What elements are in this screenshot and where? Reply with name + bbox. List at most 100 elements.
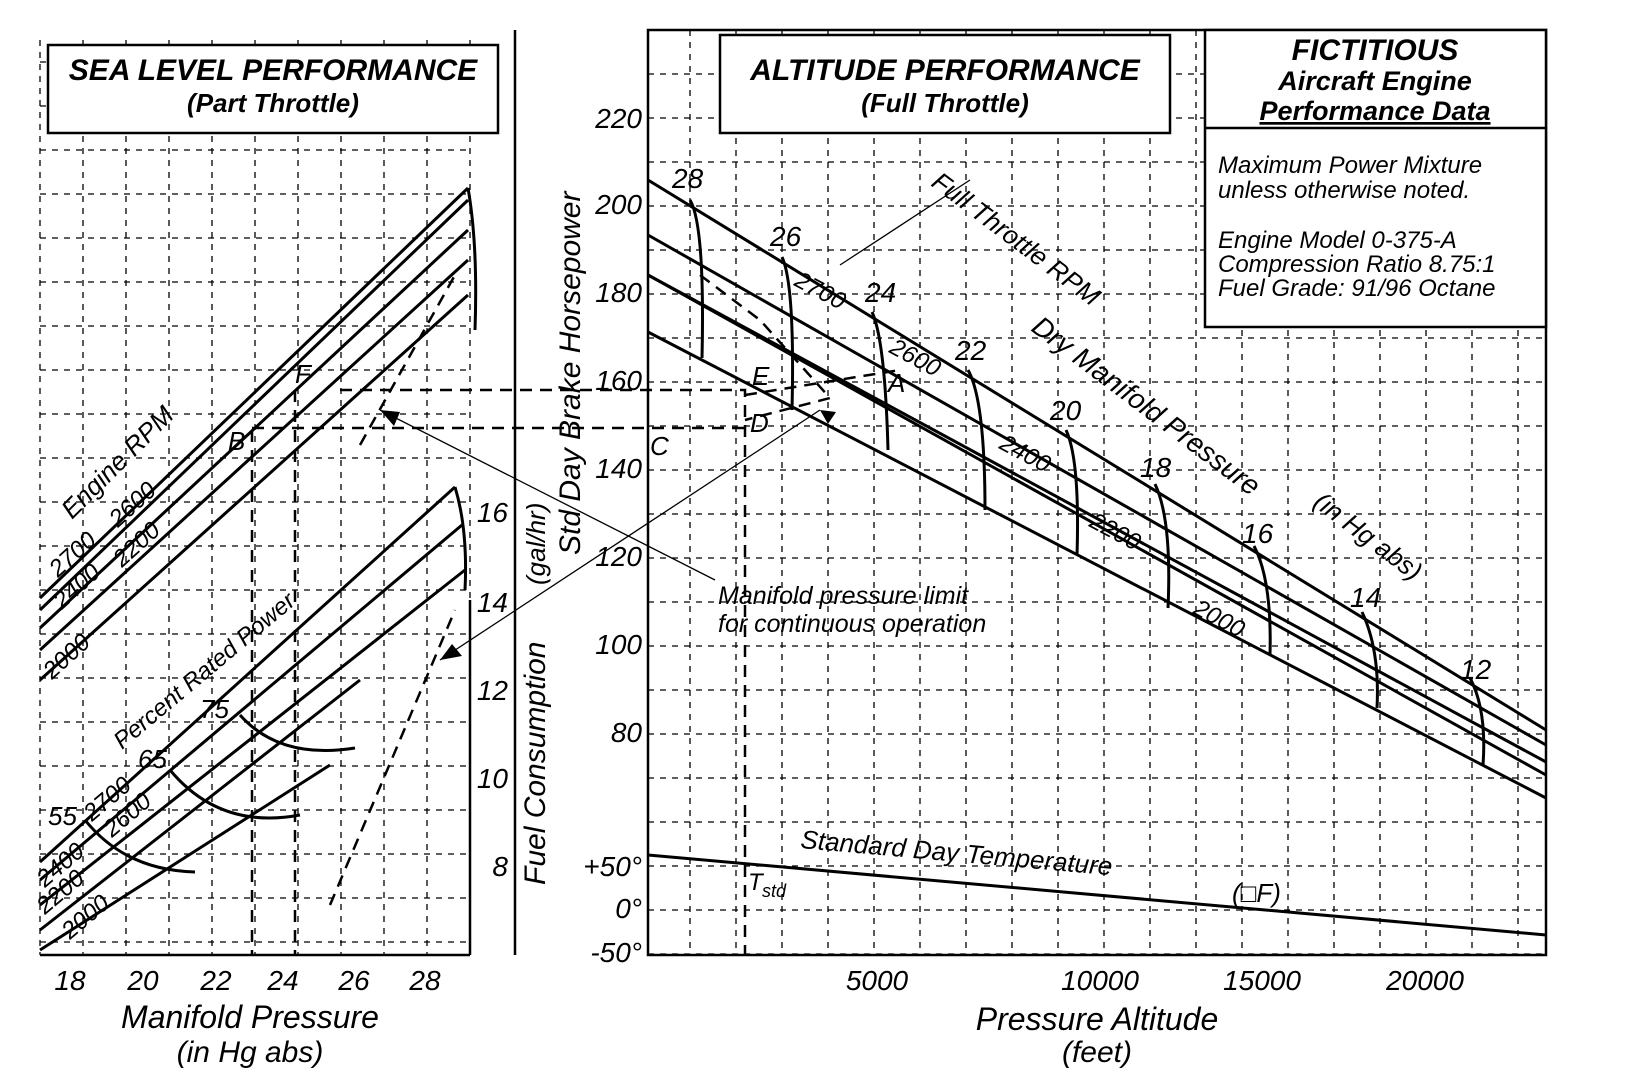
hp-tick-label: 100 (595, 629, 642, 660)
mp-label: 24 (864, 277, 896, 308)
hp-tick-label: 180 (595, 277, 642, 308)
mp-12-line (1468, 677, 1486, 766)
fuel-ticks: 16 14 12 10 8 (477, 497, 509, 882)
altitude-title-box (718, 33, 1172, 135)
left-x-axis-title: Manifold Pressure (121, 999, 379, 1035)
power-65-label: 65 (138, 744, 167, 774)
left-x-tick-label: 20 (126, 965, 159, 996)
mp-14-line (1360, 611, 1379, 709)
left-x-tick-label: 18 (54, 965, 86, 996)
point-a-label: A (886, 368, 905, 398)
power-55-label: 55 (48, 801, 77, 831)
mp-20-line (1064, 429, 1080, 556)
right-x-tick-label: 10000 (1061, 965, 1139, 996)
left-lower-curves (38, 485, 468, 952)
hp-tick-label: 160 (595, 365, 642, 396)
power-75-curve (238, 714, 356, 752)
fuel-tick-label: 10 (477, 763, 509, 794)
fuel-limit-line (453, 486, 468, 591)
mp-label: 20 (1049, 395, 1082, 426)
info-model: Engine Model 0-375-A (1218, 227, 1457, 254)
mp-16-line (1252, 545, 1272, 656)
left-x-tick-label: 28 (408, 965, 441, 996)
point-b-label: B (228, 426, 245, 456)
info-note-2: unless otherwise noted. (1218, 177, 1470, 204)
temp-ticks: +50° 0° -50° (583, 851, 642, 968)
right-x-tick-label: 20000 (1385, 965, 1464, 996)
pointer-full-throttle (839, 179, 971, 266)
right-panel-frame (646, 28, 1548, 957)
right-x-axis-title: Pressure Altitude (976, 1001, 1218, 1037)
right-x-tick-label: 15000 (1223, 965, 1301, 996)
alt-rpm-2200-label: 2200 (1084, 507, 1145, 557)
sl-mp-limit-upper (466, 187, 478, 331)
mp-22-line (966, 369, 987, 511)
mp-24-line (870, 311, 890, 451)
altitude-subtitle: (Full Throttle) (861, 88, 1029, 118)
right-x-ticks: 5000 10000 15000 20000 (846, 965, 1465, 996)
info-title-3: Performance Data (1259, 96, 1490, 126)
sl-rpm-2600-line (38, 198, 470, 612)
sl-rpm-2000-line (38, 293, 470, 682)
full-throttle-rpm-label: Full Throttle RPM (926, 166, 1106, 312)
mp-labels: 28 26 24 22 20 18 16 14 12 (671, 163, 1492, 685)
right-y-axis-title: Std Day Brake Horsepower (554, 191, 587, 555)
altitude-curves (647, 178, 1547, 800)
alt-rpm-2400-line (647, 273, 1547, 764)
tstd-subscript: std (762, 881, 787, 901)
left-x-tick-label: 22 (199, 965, 232, 996)
arrow-head-upper (380, 410, 400, 426)
mp-label: 16 (1242, 518, 1274, 549)
fuel-limit-dashed (328, 609, 457, 906)
info-box (1203, 28, 1548, 329)
mp-limit-annotation-line1: Manifold pressure limit (718, 582, 969, 610)
pointer-mp-limit-upper (379, 409, 716, 581)
mp-limit-annotation-line2: for continuous operation (718, 610, 986, 638)
mp-label: 18 (1140, 452, 1172, 483)
info-fuel: Fuel Grade: 91/96 Octane (1218, 275, 1496, 302)
std-temp-unit: (□F) (1232, 878, 1281, 908)
mp-18-line (1153, 483, 1171, 609)
temp-tick-label: -50° (590, 937, 642, 968)
alt-rpm-2700-label: 2700 (789, 266, 850, 316)
fuel-tick-label: 16 (477, 497, 509, 528)
fuel-2200-line (39, 678, 361, 932)
hp-tick-label: 80 (611, 717, 643, 748)
fuel-tick-label: 8 (492, 851, 508, 882)
alt-rpm-2200-line (647, 273, 1547, 777)
fuel-tick-label: 14 (477, 587, 508, 618)
percent-power-label: Percent Rated Power (109, 587, 302, 755)
left-x-axis-unit: (in Hg abs) (177, 1036, 324, 1069)
std-temp-line (647, 853, 1547, 937)
arrow-head-lower (440, 644, 462, 660)
left-panel-grid (39, 40, 471, 955)
point-f-label: F (295, 359, 313, 389)
right-x-axis-unit: (feet) (1062, 1036, 1132, 1069)
ref-line-a2 (744, 368, 901, 397)
ref-line-e (340, 388, 747, 955)
hp-tick-label: 220 (594, 103, 642, 134)
alt-rpm-2700-line (647, 178, 1547, 732)
fuel-2000-line (39, 763, 331, 952)
info-compression: Compression Ratio 8.75:1 (1218, 251, 1495, 278)
sl-rpm-2200-line (38, 258, 470, 652)
left-upper-curves (38, 186, 478, 682)
right-x-tick-label: 5000 (846, 965, 909, 996)
sl-mp-limit-upper-dashed (358, 274, 457, 446)
left-x-tick-label: 26 (337, 965, 370, 996)
mp-26-line (780, 256, 795, 411)
temp-tick-label: +50° (583, 851, 642, 882)
mp-verticals (688, 199, 1486, 766)
left-x-ticks: 18 20 22 24 26 28 (54, 965, 441, 996)
fuel-2600-line (39, 523, 463, 882)
hp-tick-label: 200 (594, 189, 642, 220)
sea-level-title-box (46, 43, 500, 135)
altitude-title: ALTITUDE PERFORMANCE (749, 54, 1140, 87)
info-title-1: FICTITIOUS (1292, 34, 1459, 67)
fuel-tick-label: 12 (477, 675, 509, 706)
point-e-label: E (752, 361, 770, 391)
sea-level-title: SEA LEVEL PERFORMANCE (69, 54, 478, 87)
mp-28-line (688, 199, 704, 359)
alt-rpm-2400-label: 2400 (994, 429, 1055, 479)
